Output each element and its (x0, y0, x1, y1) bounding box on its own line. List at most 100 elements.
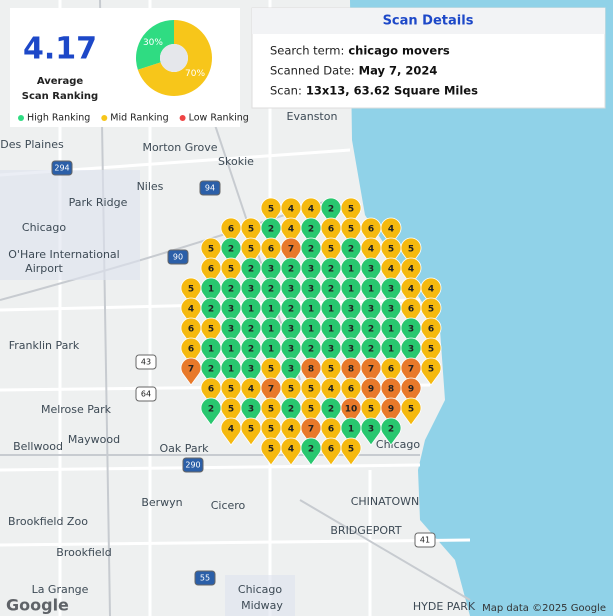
rank-pin (400, 337, 422, 366)
rank-pin (360, 337, 382, 366)
place-label: Niles (137, 180, 164, 193)
rank-pin (240, 397, 262, 426)
rank-pin (340, 397, 362, 426)
rank-label: 6 (268, 245, 274, 255)
place-label: Chicago (376, 438, 420, 451)
rank-pin (300, 277, 322, 306)
rank-pin (300, 197, 322, 226)
rank-label: 6 (208, 385, 214, 395)
rank-label: 5 (368, 405, 374, 415)
rank-pin (400, 357, 422, 386)
rank-pin (300, 237, 322, 266)
rank-pin (240, 237, 262, 266)
rank-pin (280, 337, 302, 366)
rank-label: 2 (328, 205, 334, 215)
rank-label: 5 (248, 425, 254, 435)
rank-pin (280, 237, 302, 266)
rank-pin (260, 237, 282, 266)
rank-pin (300, 417, 322, 446)
highway-shield (135, 354, 157, 370)
score-label: Scan Ranking (22, 91, 98, 102)
rank-label: 4 (188, 305, 194, 315)
rank-pin (380, 377, 402, 406)
rank-label: 5 (248, 225, 254, 235)
legend-dot (101, 115, 108, 121)
rank-label: 3 (408, 345, 414, 355)
rank-label: 5 (228, 405, 234, 415)
place-label: Cicero (211, 499, 246, 512)
detail-label: Scan: (270, 84, 302, 98)
place-label: Oak Park (159, 442, 209, 455)
highway-number: 290 (185, 461, 200, 470)
rank-label: 2 (248, 265, 254, 275)
rank-label: 4 (388, 225, 394, 235)
rank-label: 2 (208, 305, 214, 315)
rank-label: 5 (228, 385, 234, 395)
rank-pin (400, 277, 422, 306)
rank-pin (340, 317, 362, 346)
rank-pin (260, 197, 282, 226)
rank-pin (240, 377, 262, 406)
rank-label: 9 (408, 385, 414, 395)
rank-pin (340, 417, 362, 446)
rank-label: 1 (268, 305, 274, 315)
highway-number: 55 (200, 574, 210, 583)
rank-label: 7 (308, 425, 314, 435)
rank-label: 1 (348, 285, 354, 295)
rank-pin (200, 357, 222, 386)
rank-pin (260, 217, 282, 246)
rank-pin (320, 217, 342, 246)
rank-pin (320, 297, 342, 326)
rank-label: 5 (348, 225, 354, 235)
donut-hole (160, 44, 188, 72)
rank-pin (220, 277, 242, 306)
rank-pin (340, 277, 362, 306)
rank-pin (180, 357, 202, 386)
rank-label: 2 (228, 285, 234, 295)
highway-shield (182, 457, 204, 473)
rank-pin (280, 397, 302, 426)
rank-label: 6 (428, 325, 434, 335)
rank-label: 2 (388, 425, 394, 435)
place-label: CHINATOWN (351, 495, 420, 508)
rank-label: 5 (208, 325, 214, 335)
rank-label: 6 (188, 345, 194, 355)
rank-label: 4 (408, 265, 414, 275)
rank-pin (400, 397, 422, 426)
rank-pin (280, 317, 302, 346)
rank-label: 2 (288, 305, 294, 315)
rank-label: 1 (328, 325, 334, 335)
place-label: Morton Grove (142, 141, 217, 154)
rank-label: 1 (208, 345, 214, 355)
place-label: Midway (241, 599, 283, 612)
rank-label: 1 (268, 325, 274, 335)
rank-label: 1 (388, 345, 394, 355)
rank-pin (240, 217, 262, 246)
rank-pin (340, 257, 362, 286)
rank-pin (260, 357, 282, 386)
rank-pin (360, 297, 382, 326)
rank-label: 1 (308, 325, 314, 335)
rank-pin (260, 437, 282, 466)
rank-pin (380, 317, 402, 346)
rank-label: 4 (228, 425, 234, 435)
rank-pin (320, 237, 342, 266)
rank-pin (300, 297, 322, 326)
rank-pin (400, 317, 422, 346)
rank-label: 8 (388, 385, 394, 395)
rank-label: 3 (248, 365, 254, 375)
rank-label: 10 (345, 405, 358, 415)
rank-pin (300, 397, 322, 426)
rank-label: 5 (428, 305, 434, 315)
place-label: Evanston (287, 110, 338, 123)
rank-label: 4 (288, 445, 294, 455)
rank-pin (400, 257, 422, 286)
rank-label: 5 (428, 345, 434, 355)
detail-value: chicago movers (348, 44, 450, 58)
lake (350, 0, 613, 616)
rank-label: 3 (348, 305, 354, 315)
rank-label: 6 (188, 325, 194, 335)
rank-pin (300, 257, 322, 286)
rank-label: 2 (268, 225, 274, 235)
